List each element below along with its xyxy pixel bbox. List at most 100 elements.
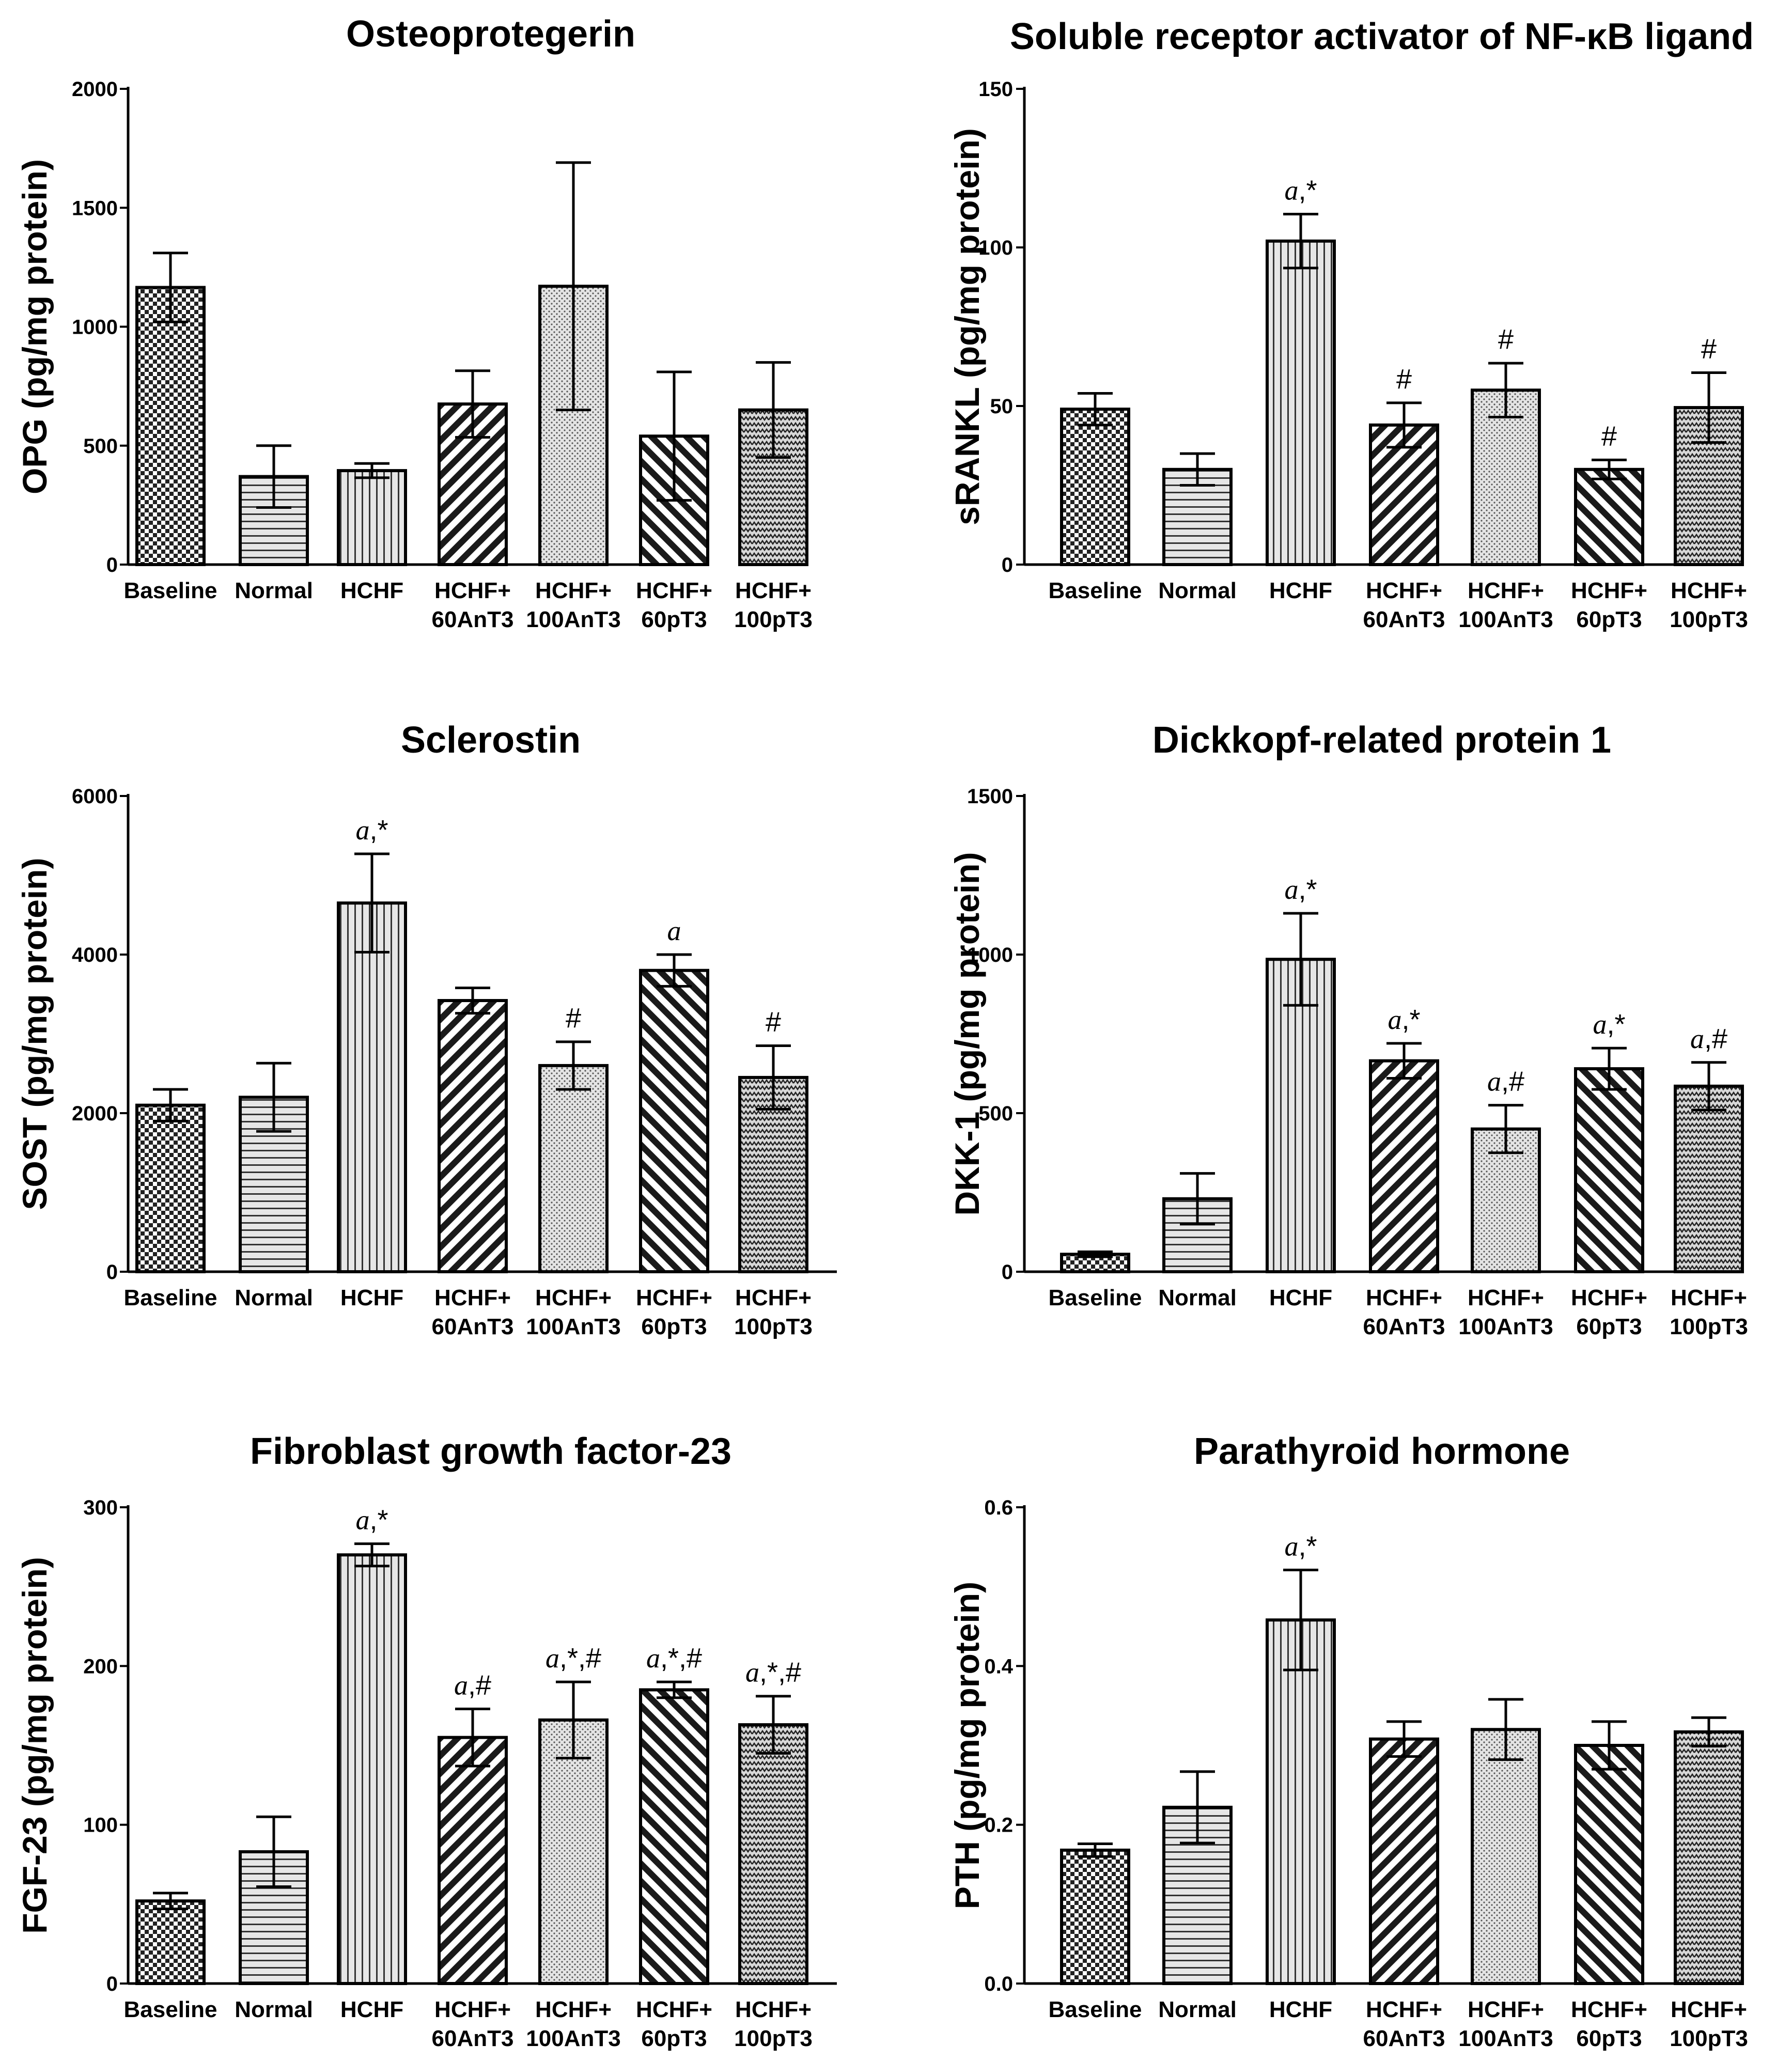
chart-title: Osteoprotegerin <box>346 13 635 55</box>
y-tick-label: 0 <box>1002 1261 1013 1284</box>
x-tick-label: Normal <box>1158 1997 1237 2022</box>
error-bar <box>153 252 188 323</box>
error-bar <box>657 370 692 502</box>
y-tick-label: 500 <box>978 1102 1013 1125</box>
y-tick-label: 2000 <box>72 1102 118 1125</box>
error-bar <box>455 1707 490 1768</box>
x-tick-label: Baseline <box>1049 1285 1142 1310</box>
x-tick-label: HCHF+ 100pT3 <box>1670 578 1748 632</box>
y-tick-label: 0.0 <box>984 1973 1013 1995</box>
x-tick-label: HCHF+ 100AnT3 <box>1458 578 1553 632</box>
error-bar <box>657 953 692 988</box>
error-bar <box>657 1680 692 1699</box>
significance-label: # <box>1701 334 1717 365</box>
x-tick-label: HCHF+ 100AnT3 <box>526 1997 620 2051</box>
x-tick-label: HCHF+ 100pT3 <box>1670 1997 1748 2051</box>
error-bar <box>354 852 389 954</box>
significance-label: # <box>766 1007 781 1038</box>
x-tick-label: HCHF+ 100AnT3 <box>526 1285 620 1339</box>
x-tick-label: Baseline <box>124 1285 217 1310</box>
error-bar <box>1180 1172 1215 1226</box>
bar <box>1369 1737 1439 1986</box>
bar <box>1060 408 1130 566</box>
error-bar <box>354 462 389 479</box>
x-tick-label: HCHF+ 60pT3 <box>1571 578 1647 632</box>
bar <box>337 1553 407 1985</box>
x-tick-label: HCHF+ 60AnT3 <box>1363 578 1445 632</box>
x-tick-label: HCHF+ 60pT3 <box>1571 1285 1647 1339</box>
y-tick-label: 0 <box>1002 554 1013 576</box>
bar <box>337 469 407 566</box>
significance-label: # <box>1601 420 1617 451</box>
y-tick-label: 0.4 <box>984 1655 1013 1678</box>
significance-label: a,* <box>1284 175 1317 206</box>
x-tick-label: HCHF+ 100pT3 <box>734 1285 813 1339</box>
error-bar <box>1592 1047 1627 1091</box>
bar <box>438 1736 508 1985</box>
significance-label: a <box>667 915 681 946</box>
y-axis-label: OPG (pg/mg protein) <box>15 159 54 494</box>
error-bar <box>556 1040 591 1091</box>
bar <box>1060 1848 1130 1986</box>
x-tick-label: Normal <box>1158 1285 1237 1310</box>
significance-label: a,* <box>1284 1531 1317 1562</box>
error-bar <box>256 1815 291 1888</box>
significance-label: a,* <box>1284 874 1317 905</box>
error-bar <box>1691 1061 1726 1112</box>
bar <box>1674 1084 1744 1274</box>
bar <box>639 1688 709 1985</box>
significance-label: a,* <box>355 815 388 846</box>
x-tick-label: HCHF <box>1269 578 1332 603</box>
error-bar <box>1078 392 1113 427</box>
x-tick-label: HCHF <box>340 1997 403 2022</box>
error-bar <box>556 161 591 412</box>
significance-label: a,# <box>1487 1066 1524 1097</box>
y-tick-label: 4000 <box>72 944 118 966</box>
y-axis-label: SOST (pg/mg protein) <box>15 858 54 1210</box>
x-tick-label: HCHF <box>1269 1997 1332 2022</box>
chart-title: Sclerostin <box>401 720 581 761</box>
x-tick-label: HCHF+ 100AnT3 <box>1458 1285 1553 1339</box>
y-axis-label: sRANKL (pg/mg protein) <box>948 128 986 525</box>
x-tick-label: HCHF+ 100pT3 <box>734 578 813 632</box>
bar <box>1369 1059 1439 1273</box>
error-bar <box>354 1542 389 1568</box>
x-tick-label: Baseline <box>124 1997 217 2022</box>
error-bar <box>1078 1843 1113 1858</box>
x-tick-label: HCHF+ 60pT3 <box>636 578 712 632</box>
significance-label: a,* <box>1593 1009 1625 1040</box>
chart-panel-2: Soluble receptor activator of NF-κB liga… <box>948 16 1754 632</box>
significance-label: a,*,# <box>745 1657 801 1688</box>
bar <box>1674 1730 1744 1986</box>
x-tick-label: Normal <box>235 1285 313 1310</box>
bar <box>1266 239 1336 567</box>
x-tick-label: Normal <box>1158 578 1237 603</box>
y-tick-label: 50 <box>990 395 1014 418</box>
chart-title: Soluble receptor activator of NF-κB liga… <box>1010 16 1754 57</box>
x-tick-label: HCHF+ 60AnT3 <box>1363 1285 1445 1339</box>
x-tick-label: HCHF+ 60AnT3 <box>1363 1997 1445 2051</box>
error-bar <box>1283 1568 1318 1672</box>
y-tick-label: 0 <box>106 1261 118 1284</box>
bar <box>1574 1067 1644 1274</box>
x-tick-label: Baseline <box>124 578 217 603</box>
y-tick-label: 0.6 <box>984 1496 1013 1519</box>
bar <box>135 1899 206 1986</box>
error-bar <box>1386 1720 1422 1758</box>
chart-panel-5: Fibroblast growth factor-23 FGF-23 (pg/mg… <box>15 1431 837 2051</box>
error-bar <box>1386 401 1422 449</box>
y-tick-label: 0 <box>106 554 118 576</box>
bar <box>1266 958 1336 1273</box>
y-tick-label: 1500 <box>967 785 1013 808</box>
bar <box>135 1103 206 1273</box>
error-bar <box>1592 1720 1627 1771</box>
bar <box>538 1064 609 1273</box>
error-bar <box>1283 912 1318 1007</box>
error-bar <box>1180 452 1215 487</box>
x-tick-label: HCHF <box>340 1285 403 1310</box>
x-tick-label: HCHF+ 60pT3 <box>636 1997 712 2051</box>
bar <box>1574 467 1644 566</box>
y-axis-label: PTH (pg/mg protein) <box>948 1582 986 1909</box>
